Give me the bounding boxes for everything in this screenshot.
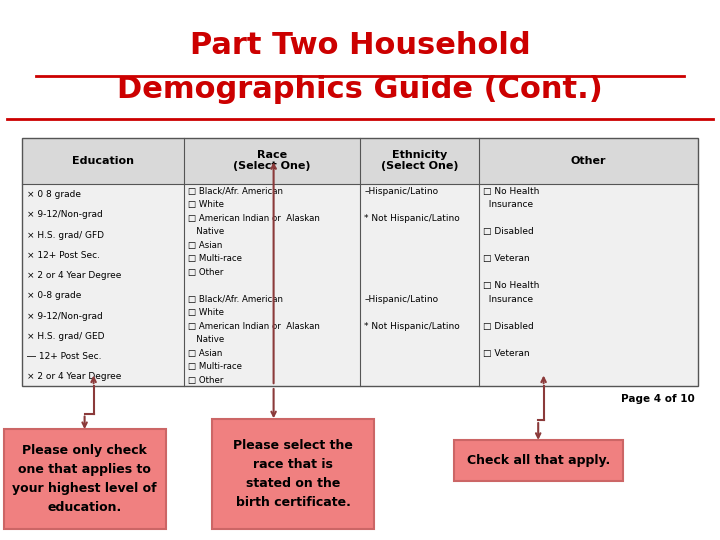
Text: □ Veteran: □ Veteran: [483, 254, 530, 263]
Text: × 0 8 grade: × 0 8 grade: [27, 190, 81, 199]
Text: –Hispanic/Latino: –Hispanic/Latino: [364, 294, 438, 303]
Text: □ Multi-race: □ Multi-race: [188, 254, 242, 263]
Text: Please select the
race that is
stated on the
birth certificate.: Please select the race that is stated on…: [233, 439, 354, 509]
Text: □ Other: □ Other: [188, 375, 223, 384]
Text: * Not Hispanic/Latino: * Not Hispanic/Latino: [364, 213, 460, 222]
Text: □ White: □ White: [188, 308, 224, 317]
Text: Check all that apply.: Check all that apply.: [467, 454, 610, 467]
Text: □ Black/Afr. American: □ Black/Afr. American: [188, 186, 283, 195]
Text: □ Other: □ Other: [188, 267, 223, 276]
Text: Race
(Select One): Race (Select One): [233, 150, 310, 172]
Text: Insurance: Insurance: [483, 294, 534, 303]
Text: Part Two Household: Part Two Household: [189, 31, 531, 60]
Text: × 12+ Post Sec.: × 12+ Post Sec.: [27, 251, 100, 260]
Text: □ Black/Afr. American: □ Black/Afr. American: [188, 294, 283, 303]
Text: □ No Health: □ No Health: [483, 186, 539, 195]
Text: × 2 or 4 Year Degree: × 2 or 4 Year Degree: [27, 271, 122, 280]
Text: × H.S. grad/ GFD: × H.S. grad/ GFD: [27, 231, 104, 240]
Text: □ Disabled: □ Disabled: [483, 321, 534, 330]
Text: * Not Hispanic/Latino: * Not Hispanic/Latino: [364, 321, 460, 330]
Text: × 9-12/Non-grad: × 9-12/Non-grad: [27, 211, 103, 219]
Bar: [22, 138, 698, 386]
Text: □ White: □ White: [188, 200, 224, 209]
Text: □ Veteran: □ Veteran: [483, 348, 530, 357]
Bar: [22, 138, 698, 184]
FancyBboxPatch shape: [212, 418, 374, 529]
Text: × 2 or 4 Year Degree: × 2 or 4 Year Degree: [27, 373, 122, 381]
Text: □ American Indian or  Alaskan: □ American Indian or Alaskan: [188, 213, 320, 222]
Text: × 0-8 grade: × 0-8 grade: [27, 292, 82, 300]
Text: Ethnicity
(Select One): Ethnicity (Select One): [381, 150, 458, 172]
Text: Please only check
one that applies to
your highest level of
education.: Please only check one that applies to yo…: [12, 444, 157, 514]
Text: □ Disabled: □ Disabled: [483, 227, 534, 236]
FancyBboxPatch shape: [4, 429, 166, 529]
Bar: [22, 184, 698, 386]
Text: Education: Education: [71, 156, 134, 166]
Text: Native: Native: [188, 227, 224, 236]
Text: □ No Health: □ No Health: [483, 281, 539, 290]
Text: Demographics Guide (Cont.): Demographics Guide (Cont.): [117, 75, 603, 104]
Text: Native: Native: [188, 335, 224, 344]
Text: □ Asian: □ Asian: [188, 240, 222, 249]
FancyBboxPatch shape: [454, 440, 623, 481]
Text: × H.S. grad/ GED: × H.S. grad/ GED: [27, 332, 105, 341]
Text: □ Asian: □ Asian: [188, 348, 222, 357]
Text: × 9-12/Non-grad: × 9-12/Non-grad: [27, 312, 103, 321]
Text: □ American Indian or  Alaskan: □ American Indian or Alaskan: [188, 321, 320, 330]
Text: Insurance: Insurance: [483, 200, 534, 209]
Text: Page 4 of 10: Page 4 of 10: [621, 394, 695, 404]
Text: –Hispanic/Latino: –Hispanic/Latino: [364, 186, 438, 195]
Text: □ Multi-race: □ Multi-race: [188, 362, 242, 371]
Text: Other: Other: [571, 156, 606, 166]
Text: ― 12+ Post Sec.: ― 12+ Post Sec.: [27, 352, 102, 361]
